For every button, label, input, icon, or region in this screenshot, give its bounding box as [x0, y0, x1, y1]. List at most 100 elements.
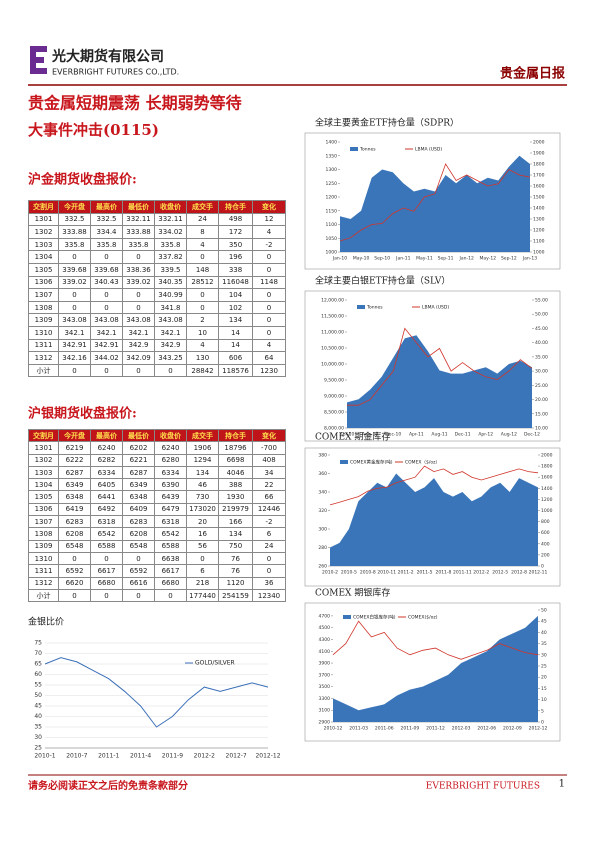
table-cell: 339.02: [58, 275, 91, 290]
table-row: 1308 0 0 0 341.8 0 102 0: [28, 300, 286, 315]
table-cell: 1312: [28, 576, 59, 590]
y-tick-label: 10,500.00: [321, 346, 344, 352]
table-cell: 6680: [90, 576, 123, 590]
table-cell: 6405: [90, 478, 123, 492]
table-cell: 14: [218, 338, 253, 353]
table-cell: 337.82: [154, 250, 187, 264]
y-tick-label: 3500: [319, 684, 331, 690]
company-en: EVERBRIGHT FUTURES CO.,LTD.: [52, 68, 179, 77]
table-cell: 1301: [28, 441, 59, 455]
x-tick-label: 2012-7: [226, 753, 247, 760]
table-cell: 118576: [218, 363, 253, 378]
y-tick-label: 4700: [319, 613, 331, 619]
table-cell: 0: [58, 300, 91, 315]
y-tick-label: 4100: [319, 649, 331, 655]
y2-tick-label: 10.00: [535, 426, 548, 432]
y-tick-label: 35: [34, 724, 42, 731]
table-cell: 最高价: [90, 428, 123, 443]
y-tick-label: 2900: [319, 720, 331, 726]
table-cell: 6542: [90, 527, 123, 541]
y2-tick-label: 400: [541, 541, 550, 547]
table-cell: -700: [252, 441, 286, 455]
y2-tick-label: 1100: [533, 239, 545, 245]
table-cell: 342.1: [90, 325, 123, 340]
table-row: 小计 0 0 0 0 28842 118576 1230: [28, 363, 286, 378]
table-cell: 6617: [154, 564, 187, 578]
table-cell: 0: [122, 300, 155, 315]
table-cell: 134: [218, 527, 253, 541]
x-tick-label: 2010-12: [324, 726, 343, 732]
table-cell: 0: [90, 250, 123, 264]
table-cell: 16: [186, 527, 219, 541]
x-tick-label: Jan-11: [395, 256, 410, 262]
company-cn: 光大期货有限公司: [51, 48, 164, 65]
table-cell: 1303: [28, 465, 59, 480]
y-tick-label: 40: [34, 713, 42, 720]
y2-tick-label: 1300: [533, 217, 545, 223]
table-cell: 1301: [28, 212, 59, 227]
table-cell: 0: [186, 551, 219, 566]
table-cell: 116048: [218, 275, 253, 290]
y-tick-label: 300: [318, 527, 327, 533]
table-cell: 6349: [122, 478, 155, 492]
table-cell: 332.11: [154, 212, 187, 227]
table-cell: 小计: [28, 363, 59, 378]
table-cell: 340.35: [154, 275, 187, 290]
table-cell: 小计: [28, 588, 59, 603]
x-tick-label: 2012-06: [477, 726, 496, 732]
table-cell: 350: [218, 237, 253, 252]
x-tick-label: May-11: [416, 256, 433, 262]
table-row: 1312 6620 6680 6616 6680 218 1120 36: [28, 576, 286, 590]
y-tick-label: 30: [34, 734, 42, 741]
y2-tick-label: 2000: [533, 140, 545, 146]
table-cell: 0: [252, 288, 286, 302]
table-cell: 1309: [28, 539, 59, 553]
table-cell: 6219: [58, 441, 91, 455]
table-cell: 6620: [58, 576, 91, 590]
y-tick-label: 50: [34, 692, 42, 699]
y-tick-label: 1300: [326, 167, 338, 173]
table-row: 1307 0 0 0 340.99 0 104 0: [28, 288, 286, 302]
x-tick-label: 2011-11: [453, 570, 472, 576]
legend-label: Tonnes: [359, 147, 376, 153]
y2-tick-label: 1600: [541, 475, 553, 481]
table-cell: 6318: [154, 515, 187, 529]
line-series: [339, 163, 531, 242]
table-cell: 6202: [122, 441, 155, 455]
x-tick-label: 2012-12: [255, 753, 280, 760]
table-cell: 6282: [90, 453, 123, 467]
table-cell: 0: [58, 588, 91, 603]
y2-tick-label: 1800: [541, 464, 553, 470]
table-cell: 0: [252, 564, 286, 578]
table-cell: 750: [218, 539, 253, 553]
y-tick-label: 1400: [326, 140, 338, 146]
table-cell: 342.1: [58, 325, 91, 340]
table-cell: 6409: [122, 502, 155, 517]
legend-label: LBMA (USD): [415, 147, 442, 153]
table-row: 1306 6419 6492 6409 6479 173020 219979 12446: [28, 502, 286, 517]
table-cell: 339.68: [58, 262, 91, 277]
table-cell: 6542: [154, 527, 187, 541]
table-cell: 6280: [154, 453, 187, 467]
table-cell: 0: [90, 588, 123, 603]
table-cell: 1307: [28, 288, 59, 302]
table-cell: 6419: [58, 502, 91, 517]
table-cell: 0: [90, 288, 123, 302]
table-cell: 18796: [218, 441, 253, 455]
y-tick-label: 1050: [326, 236, 338, 242]
legend-label: COMEX白银库存(吨): [353, 614, 396, 621]
x-tick-label: 2010-11: [377, 570, 396, 576]
area-series: [340, 155, 530, 252]
y2-tick-label: 20.00: [535, 397, 548, 403]
table-cell: 130: [186, 351, 219, 365]
table-cell: 最高价: [90, 200, 123, 214]
page-number: 1: [559, 779, 565, 790]
table-cell: 0: [252, 325, 286, 340]
table-row: 1312 342.16 344.02 342.09 343.25 130 606 64: [28, 351, 286, 365]
table-cell: -2: [252, 515, 286, 529]
table-cell: 64: [252, 351, 286, 365]
table-cell: 0: [122, 551, 155, 566]
chart-title: COMEX 期银库存: [315, 587, 390, 599]
table-cell: 332.5: [90, 212, 123, 227]
